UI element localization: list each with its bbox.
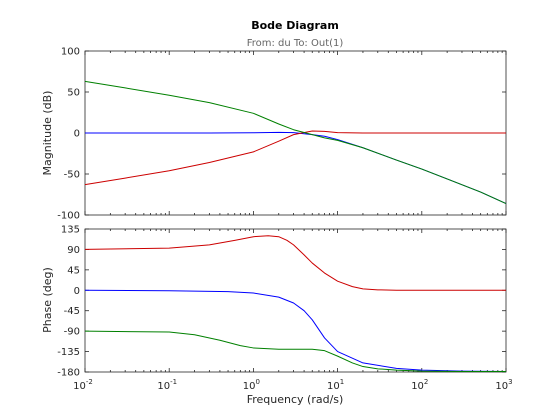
x-tick-label: 101 [327, 378, 344, 392]
chart-title: Bode Diagram [251, 19, 339, 32]
magnitude-ylabel: Magnitude (dB) [41, 91, 54, 176]
phase-ytick-label: 45 [67, 265, 80, 276]
phase-ylabel: Phase (deg) [41, 267, 54, 333]
x-tick-label: 100 [243, 378, 260, 392]
magnitude-series-3-line [84, 80, 507, 204]
magnitude-series-2-line [84, 130, 506, 186]
phase-ytick-label: 135 [61, 225, 80, 236]
magnitude-axes: -100 -50 0 50 100 [57, 47, 507, 222]
phase-ytick-label: 90 [67, 245, 80, 256]
x-tick-exponent: 3 [508, 378, 512, 386]
x-tick-exponent: 0 [256, 378, 260, 386]
phase-series-3-line [84, 330, 506, 373]
magnitude-ytick-label: 100 [61, 47, 80, 58]
magnitude-ytick-label: 50 [67, 88, 80, 99]
phase-series-1-line [84, 289, 507, 373]
x-tick-label: 10-1 [157, 378, 177, 392]
x-tick-base: 10 [495, 381, 508, 392]
phase-series [84, 235, 507, 373]
x-tick-exponent: -1 [170, 378, 177, 386]
magnitude-tick-labels: -100 -50 0 50 100 [57, 47, 80, 222]
x-tick-base: 10 [327, 381, 340, 392]
magnitude-ytick-label: -50 [64, 170, 80, 181]
magnitude-ticks [84, 50, 507, 216]
x-tick-base: 10 [73, 381, 86, 392]
x-tick-label: 10-2 [73, 378, 93, 392]
x-tick-labels: 10-2 10-1 100 101 102 103 [73, 378, 512, 392]
x-axis-label: Frequency (rad/s) [247, 393, 344, 406]
x-tick-label: 103 [495, 378, 512, 392]
magnitude-ytick-label: -100 [57, 211, 80, 222]
x-tick-base: 10 [411, 381, 424, 392]
magnitude-ytick-label: 0 [74, 129, 80, 140]
phase-axes: -180 -135 -90 -45 0 45 90 135 [57, 225, 507, 379]
phase-ytick-label: -180 [57, 368, 80, 379]
x-tick-base: 10 [157, 381, 170, 392]
phase-ytick-label: -45 [64, 306, 80, 317]
x-tick-exponent: 2 [424, 378, 428, 386]
x-tick-label: 102 [411, 378, 428, 392]
chart-subtitle: From: du To: Out(1) [247, 38, 344, 49]
phase-ytick-label: -135 [57, 347, 80, 358]
phase-ytick-label: -90 [64, 327, 80, 338]
x-tick-exponent: 1 [340, 378, 344, 386]
phase-series-2-line [84, 235, 506, 291]
x-tick-base: 10 [243, 381, 256, 392]
x-tick-exponent: -2 [86, 378, 93, 386]
magnitude-series [84, 80, 507, 204]
phase-tick-labels: -180 -135 -90 -45 0 45 90 135 [57, 225, 80, 379]
phase-ytick-label: 0 [74, 286, 80, 297]
phase-plot-area [84, 228, 507, 373]
